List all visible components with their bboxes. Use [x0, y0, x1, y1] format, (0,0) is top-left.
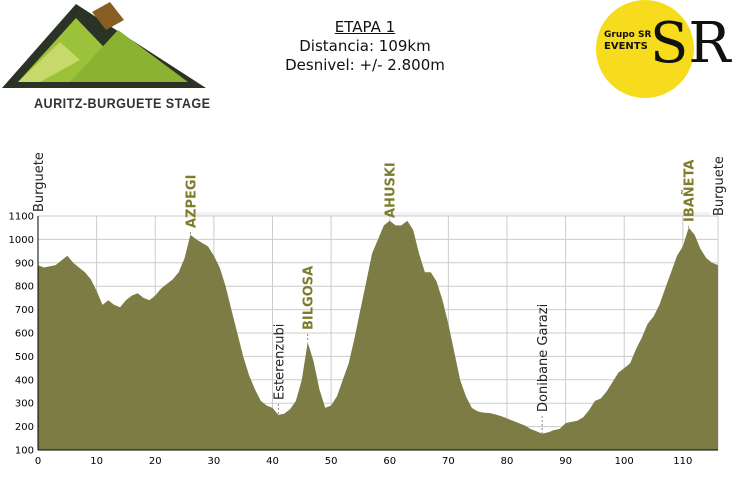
x-tick-label: 100 — [615, 456, 634, 467]
logo-monogram: SR — [650, 11, 731, 76]
logo-circle-icon — [596, 0, 694, 98]
x-tick-label: 40 — [266, 456, 279, 467]
y-tick-label: 300 — [15, 399, 34, 410]
place-label: IBAÑETA — [682, 160, 698, 223]
y-tick-label: 400 — [15, 375, 34, 386]
x-tick-label: 110 — [673, 456, 692, 467]
y-tick-label: 800 — [15, 282, 34, 293]
place-label: Burguete — [32, 152, 47, 212]
x-tick-label: 10 — [90, 456, 103, 467]
place-label: AZPEGI — [184, 175, 199, 228]
elevation-area — [38, 220, 718, 450]
header-band — [185, 212, 710, 216]
grupo-sr-logo: Grupo SR EVENTS SR — [596, 0, 731, 98]
stage-logo: AURITZ-BURGUETE STAGE — [0, 0, 212, 120]
place-label: Esterenzubi — [272, 324, 287, 400]
x-tick-label: 50 — [325, 456, 338, 467]
logo-grupo-text: Grupo SR — [604, 30, 652, 40]
x-tick-label: 0 — [35, 456, 41, 467]
x-tick-label: 90 — [559, 456, 572, 467]
logo-events-text: EVENTS — [604, 41, 648, 52]
place-label: AHUSKI — [384, 162, 399, 218]
stage-distance: Distancia: 109km — [299, 37, 431, 55]
stage-elevation: Desnivel: +/- 2.800m — [285, 56, 445, 74]
y-tick-label: 700 — [15, 305, 34, 316]
y-tick-label: 1100 — [9, 212, 34, 223]
y-tick-label: 100 — [15, 446, 34, 457]
y-tick-label: 600 — [15, 329, 34, 340]
y-tick-label: 500 — [15, 352, 34, 363]
place-label: BILGOSA — [302, 266, 317, 330]
place-label: Burguete — [712, 156, 727, 216]
x-tick-label: 60 — [383, 456, 396, 467]
stage-name: AURITZ-BURGUETE STAGE — [34, 95, 211, 111]
mountain-logo-icon — [2, 2, 206, 88]
place-label: Donibane Garazi — [536, 304, 551, 412]
x-tick-label: 70 — [442, 456, 455, 467]
place-annotations: Burguete AZPEGI Esterenzubi BILGOSA AHUSKI Do… — [32, 152, 727, 434]
y-tick-label: 1000 — [9, 235, 34, 246]
stage-header: ETAPA 1 Distancia: 109km Desnivel: +/- 2… — [250, 18, 480, 75]
y-tick-label: 900 — [15, 258, 34, 269]
y-tick-label: 200 — [15, 422, 34, 433]
stage-title: ETAPA 1 — [334, 18, 396, 36]
x-tick-label: 80 — [501, 456, 514, 467]
chart-axes: 100 200 300 400 500 600 700 800 900 1000 1100 0 10 20… — [9, 212, 718, 467]
x-tick-label: 20 — [149, 456, 162, 467]
x-tick-label: 30 — [207, 456, 220, 467]
